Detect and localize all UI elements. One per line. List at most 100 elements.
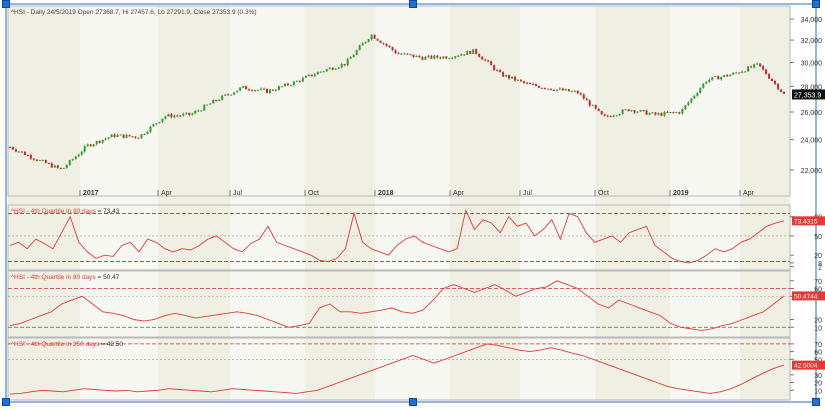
y-tick-label: 70 xyxy=(814,279,822,286)
candle-body xyxy=(475,49,478,54)
candle-body xyxy=(702,83,705,89)
candle-body xyxy=(349,57,352,59)
candle-body xyxy=(546,88,549,90)
selection-handle-bottom-center[interactable] xyxy=(409,398,417,406)
candle-body xyxy=(469,51,472,54)
candle-body xyxy=(442,56,445,59)
y-tick-label: 20 xyxy=(814,253,822,260)
candle-body xyxy=(478,53,481,57)
candle-body xyxy=(155,123,158,125)
selection-handle-bottom-right[interactable] xyxy=(812,398,820,406)
selection-handle-top-center[interactable] xyxy=(409,0,417,8)
candle-body xyxy=(457,55,460,57)
candle-body xyxy=(185,112,188,114)
candle-body xyxy=(352,54,355,58)
candle-body xyxy=(346,58,349,66)
candle-body xyxy=(182,113,185,116)
y-tick-label: 32,000 xyxy=(801,38,823,45)
candle-body xyxy=(540,87,543,89)
candle-body xyxy=(310,74,313,77)
candle-body xyxy=(373,34,376,39)
candle-body xyxy=(164,116,167,119)
period-band xyxy=(305,6,375,400)
candle-body xyxy=(280,86,283,88)
candle-body xyxy=(364,41,367,44)
candle-body xyxy=(32,158,35,160)
candle-body xyxy=(176,115,179,117)
candle-body xyxy=(134,136,137,138)
candle-body xyxy=(582,94,585,99)
indicator-title-value: = 42.50 xyxy=(101,341,123,348)
candle-body xyxy=(666,111,669,113)
candle-body xyxy=(588,100,591,106)
candle-body xyxy=(53,165,56,168)
y-tick-label: 8 xyxy=(818,261,822,268)
candle-body xyxy=(119,134,122,136)
candle-body xyxy=(388,45,391,48)
y-tick-label: 70 xyxy=(814,342,822,349)
candle-body xyxy=(370,34,373,40)
candle-body xyxy=(292,81,295,86)
candle-body xyxy=(621,109,624,114)
candle-body xyxy=(591,104,594,106)
candle-body xyxy=(206,104,209,106)
candle-body xyxy=(762,66,765,70)
candle-body xyxy=(137,137,140,139)
selection-handle-bottom-left[interactable] xyxy=(2,398,10,406)
candle-body xyxy=(654,112,657,115)
candle-body xyxy=(499,70,502,73)
candle-body xyxy=(600,111,603,115)
candle-body xyxy=(251,90,254,92)
y-tick-label: 60 xyxy=(814,350,822,357)
candle-body xyxy=(23,151,26,156)
x-tick-label: 2017 xyxy=(83,190,99,197)
candle-body xyxy=(71,159,74,161)
candle-body xyxy=(765,69,768,75)
candle-body xyxy=(65,165,68,168)
candle-body xyxy=(197,110,200,112)
candle-body xyxy=(633,110,636,113)
candle-body xyxy=(618,113,621,116)
candle-body xyxy=(20,151,23,153)
candle-body xyxy=(567,89,570,92)
candle-body xyxy=(705,81,708,84)
period-band xyxy=(670,6,740,400)
candle-body xyxy=(406,53,409,55)
y-tick-label: 34,000 xyxy=(801,17,823,24)
last-value-label: 50.4744 xyxy=(794,293,818,300)
selection-handle-top-left[interactable] xyxy=(2,0,10,8)
x-tick-label: Apr xyxy=(161,190,173,197)
candle-body xyxy=(687,102,690,106)
candle-body xyxy=(433,55,436,59)
indicator-title-name: ^HSI - 4th Quartile in 30 days xyxy=(11,208,98,215)
y-tick-label: 22,000 xyxy=(801,168,823,175)
candle-body xyxy=(104,138,107,140)
candle-body xyxy=(35,159,38,161)
candle-body xyxy=(298,80,301,82)
candle-body xyxy=(708,79,711,82)
candle-body xyxy=(735,72,738,74)
candle-body xyxy=(753,64,756,68)
price-series xyxy=(9,34,785,170)
candle-body xyxy=(543,87,546,89)
indicator-title: ^HSI - 4th Quartile in 250 days = 42.50 xyxy=(11,341,123,348)
candle-body xyxy=(340,64,343,68)
candle-body xyxy=(89,144,92,147)
candle-body xyxy=(95,140,98,145)
candle-body xyxy=(209,103,212,105)
candle-body xyxy=(382,42,385,44)
period-band xyxy=(158,6,230,400)
candle-body xyxy=(271,89,274,91)
selection-handle-top-right[interactable] xyxy=(812,0,820,8)
candle-body xyxy=(648,113,651,115)
candle-body xyxy=(128,134,131,137)
y-tick-label: 10 xyxy=(814,325,822,332)
candle-body xyxy=(376,38,379,41)
candle-body xyxy=(274,90,277,92)
last-value-tag xyxy=(792,291,825,301)
last-value-label: 73.4315 xyxy=(794,218,818,225)
candle-body xyxy=(576,90,579,94)
candle-body xyxy=(693,95,696,99)
candle-body xyxy=(143,133,146,135)
